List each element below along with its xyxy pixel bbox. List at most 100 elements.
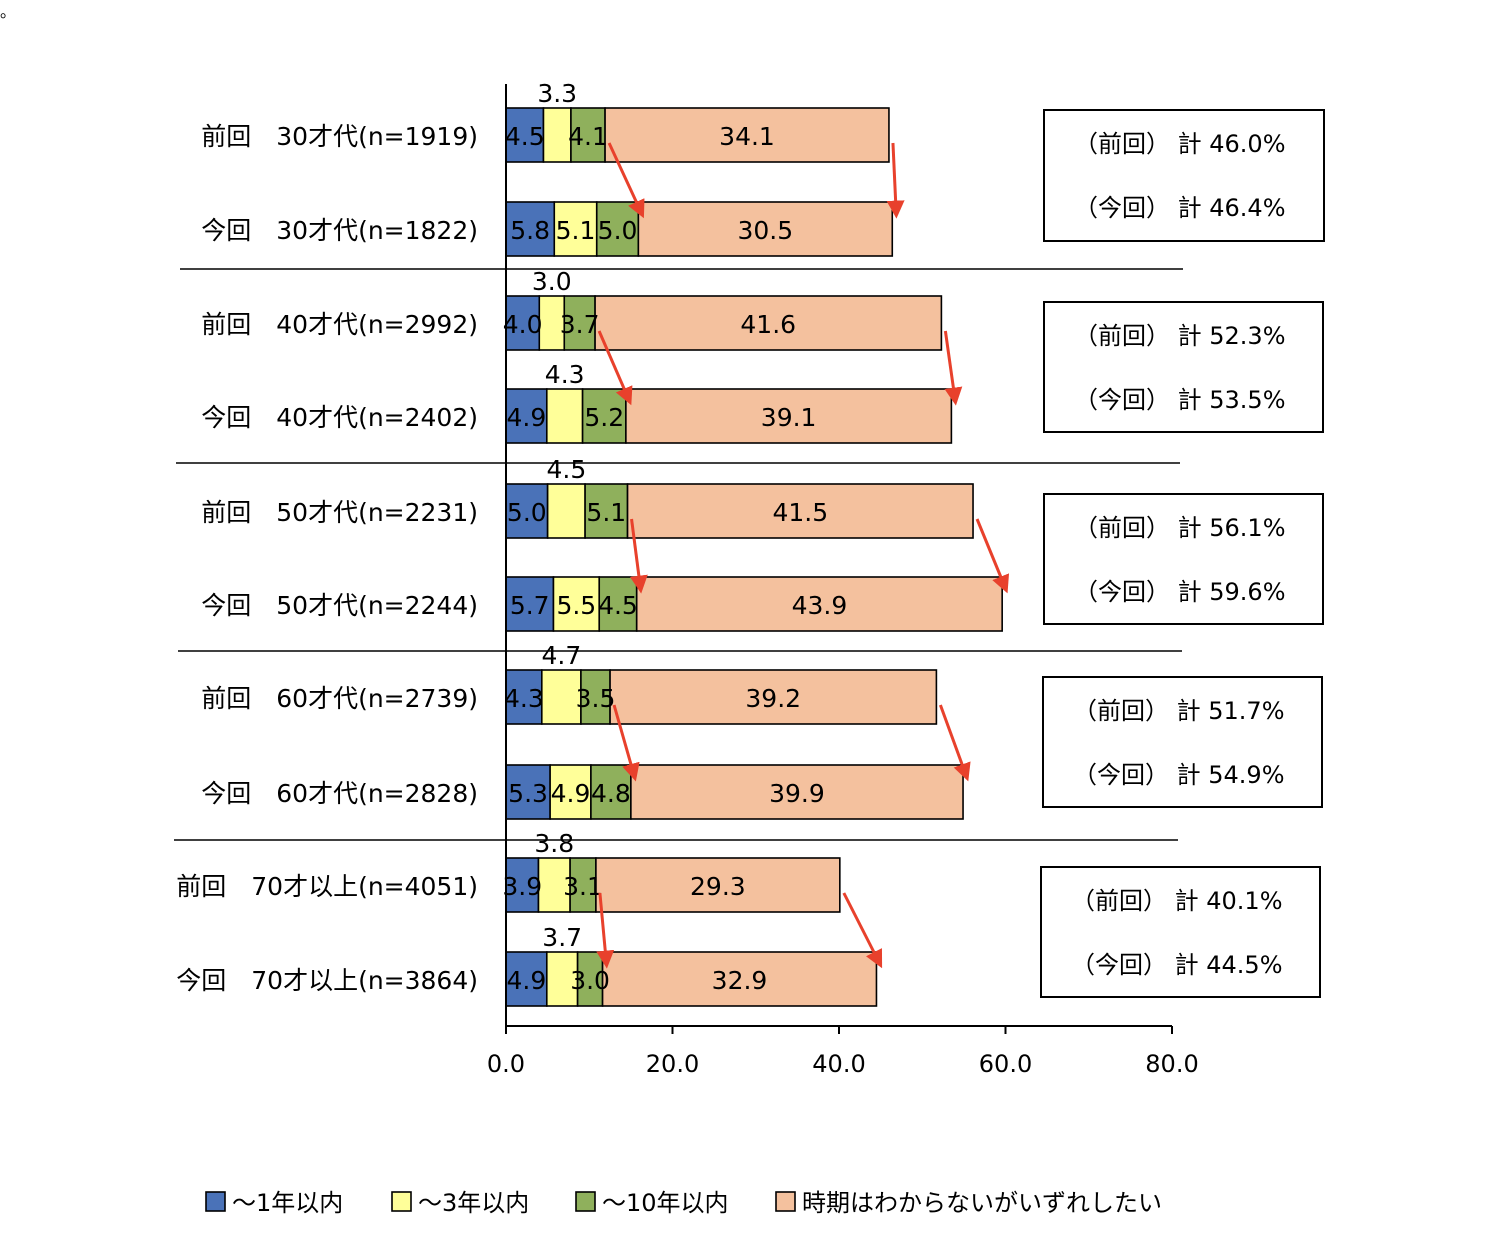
change-arrow [943, 330, 963, 406]
data-label: 4.5 [546, 455, 586, 484]
bar-segment [545, 388, 584, 444]
x-tick-label: 80.0 [1145, 1050, 1198, 1078]
total-current: （今回） 計 54.9% [1073, 761, 1285, 789]
data-label: 4.8 [591, 779, 631, 808]
totals-box [1040, 866, 1321, 998]
legend-swatch [205, 1191, 226, 1212]
data-label: 4.1 [568, 122, 608, 151]
bar-segment [505, 107, 545, 163]
data-label: 41.5 [772, 498, 828, 527]
bar-segment [635, 576, 1003, 632]
data-label: 5.0 [598, 216, 638, 245]
change-arrow [607, 142, 645, 219]
bar-segment [595, 857, 841, 913]
data-label: 4.9 [507, 403, 547, 432]
category-label: 今回 50才代(n=2244) [201, 591, 478, 620]
bar-segment [584, 483, 629, 539]
category-label: 前回 50才代(n=2231) [201, 498, 478, 527]
category-label: 今回 60才代(n=2828) [201, 779, 478, 808]
data-label: 39.2 [745, 684, 801, 713]
bar-segment [538, 295, 566, 351]
data-label: 39.9 [769, 779, 825, 808]
change-arrow [596, 892, 615, 969]
category-label: 前回 60才代(n=2739) [201, 684, 478, 713]
data-label: 3.0 [570, 966, 610, 995]
bar-segment [505, 951, 548, 1007]
bar-segment [604, 107, 890, 163]
total-previous: （前回） 計 52.3% [1074, 322, 1286, 350]
total-previous: （前回） 計 46.0% [1074, 130, 1286, 158]
bar-segment [594, 295, 943, 351]
bar-segment [630, 764, 964, 820]
data-label: 4.9 [507, 966, 547, 995]
change-arrow [629, 518, 648, 594]
data-label: 4.3 [504, 684, 544, 713]
legend-label: ～10年以内 [602, 1189, 729, 1217]
x-tick-label: 60.0 [979, 1050, 1032, 1078]
change-arrow [612, 704, 640, 782]
data-label: 3.7 [542, 923, 582, 952]
bar-segment [505, 295, 541, 351]
legend-swatch [775, 1191, 796, 1212]
data-label: 5.2 [584, 403, 624, 432]
change-arrow [842, 892, 883, 969]
data-label: 4.5 [598, 591, 638, 620]
totals-box [1043, 493, 1324, 625]
legend-label: 時期はわからないがいずれしたい [802, 1189, 1162, 1217]
data-label: 5.3 [508, 779, 548, 808]
totals-box [1043, 301, 1324, 433]
data-label: 34.1 [719, 122, 775, 151]
total-previous: （前回） 計 51.7% [1073, 697, 1285, 725]
x-tick-label: 20.0 [646, 1050, 699, 1078]
totals-boxes: （前回） 計 46.0% （今回） 計 46.4% （前回） 計 52.3% （今回）… [1040, 109, 1325, 998]
category-label: 前回 30才代(n=1919) [201, 122, 478, 151]
data-label: 4.7 [541, 641, 581, 670]
bar-segment [626, 483, 974, 539]
data-label: 5.5 [556, 591, 596, 620]
data-label: 5.7 [510, 591, 550, 620]
group-separators [174, 268, 1183, 841]
data-label: 3.3 [537, 79, 577, 108]
bar-segment [542, 107, 572, 163]
data-label: 3.8 [534, 829, 574, 858]
data-label: 3.1 [563, 872, 603, 901]
data-label: 5.1 [586, 498, 626, 527]
legend-swatch [391, 1191, 412, 1212]
change-arrow [886, 142, 905, 219]
category-label: 今回 70才以上(n=3864) [176, 966, 478, 995]
total-current: （今回） 計 44.5% [1071, 951, 1283, 979]
bar-segment [563, 295, 596, 351]
bar-segment [637, 201, 894, 257]
change-arrow [597, 330, 633, 406]
bar-segment [505, 576, 555, 632]
data-label: 3.5 [576, 684, 616, 713]
bar-segment [505, 764, 551, 820]
stray-mark: 。 [0, 2, 17, 21]
legend-label: ～3年以内 [418, 1189, 529, 1217]
data-label: 3.9 [502, 872, 542, 901]
bar-segment [549, 764, 592, 820]
data-label: 29.3 [690, 872, 746, 901]
total-current: （今回） 計 53.5% [1074, 386, 1286, 414]
bar-segment [505, 669, 543, 725]
bar-segment [601, 951, 878, 1007]
total-current: （今回） 計 59.6% [1074, 578, 1286, 606]
category-label: 前回 70才以上(n=4051) [176, 872, 478, 901]
x-tick-label: 40.0 [812, 1050, 865, 1078]
category-labels: 前回 30才代(n=1919) 今回 30才代(n=1822) 前回 40才代(n=… [176, 122, 478, 995]
data-label: 3.0 [532, 267, 572, 296]
bar-segment [505, 388, 548, 444]
category-label: 今回 30才代(n=1822) [201, 216, 478, 245]
category-label: 前回 40才代(n=2992) [201, 310, 478, 339]
x-tick-label: 0.0 [487, 1050, 525, 1078]
axes: 0.0 20.0 40.0 60.0 80.0 [487, 84, 1199, 1078]
bar-segment [552, 576, 601, 632]
bar-segment [609, 669, 938, 725]
data-label: 4.3 [545, 360, 585, 389]
legend: ～1年以内 ～3年以内 ～10年以内 時期はわからないがいずれしたい [205, 1189, 1162, 1217]
data-label: 4.0 [503, 310, 543, 339]
category-label: 今回 40才代(n=2402) [201, 403, 478, 432]
data-label: 39.1 [761, 403, 817, 432]
legend-label: ～1年以内 [232, 1189, 343, 1217]
